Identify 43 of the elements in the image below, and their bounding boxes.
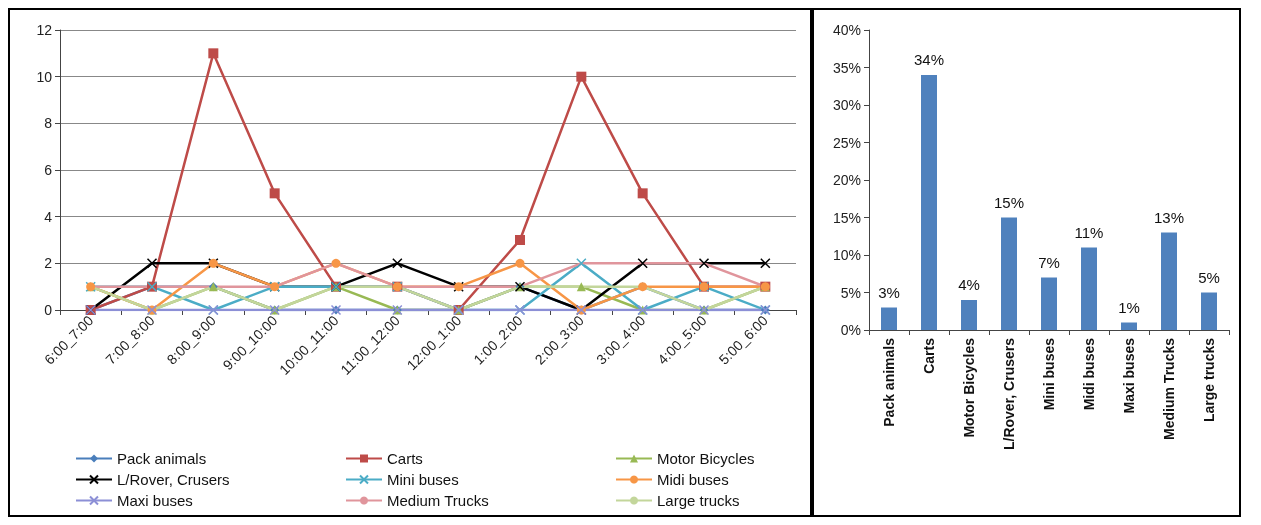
x-tick-label: Carts xyxy=(921,337,937,374)
x-tick-label: Maxi buses xyxy=(1121,337,1137,414)
legend-label: Mini buses xyxy=(387,471,459,488)
y-tick-label: 10% xyxy=(832,247,861,263)
legend-label: Maxi buses xyxy=(117,492,193,509)
y-tick-label: 2 xyxy=(44,255,53,272)
y-tick-label: 0 xyxy=(44,302,53,318)
legend-label: Large trucks xyxy=(657,492,740,509)
data-label: 1% xyxy=(1118,298,1140,316)
y-tick-label: 40% xyxy=(832,22,861,38)
x-tick-label: Pack animals xyxy=(881,337,897,427)
legend-label: Motor Bicycles xyxy=(657,450,755,467)
x-tick-label: Mini buses xyxy=(1041,337,1057,411)
data-label: 13% xyxy=(1153,208,1185,226)
y-tick-label: 25% xyxy=(832,134,861,151)
x-tick-label: L/Rover, Crusers xyxy=(1001,337,1017,451)
legend-label: Medium Trucks xyxy=(387,492,489,509)
x-tick-label: Medium Trucks xyxy=(1161,337,1177,440)
y-tick-label: 0% xyxy=(840,322,861,338)
x-tick-label: Motor Bicycles xyxy=(961,337,977,438)
data-label: 11% xyxy=(1074,223,1104,241)
y-tick-label: 5% xyxy=(840,284,861,301)
y-tick-label: 8 xyxy=(44,115,53,132)
y-tick-label: 35% xyxy=(832,59,861,76)
x-tick-label: Large trucks xyxy=(1201,337,1217,423)
x-tick-label: Midi buses xyxy=(1081,337,1097,411)
legend-label: Pack animals xyxy=(117,450,207,467)
legend-label: Carts xyxy=(387,450,423,467)
legend-label: Midi buses xyxy=(657,471,729,488)
legend-label: L/Rover, Crusers xyxy=(117,471,230,488)
y-tick-label: 20% xyxy=(832,172,861,188)
data-label: 4% xyxy=(958,276,980,293)
data-label: 3% xyxy=(878,283,900,301)
data-label: 7% xyxy=(1038,253,1060,271)
y-tick-label: 15% xyxy=(832,209,861,226)
data-label: 15% xyxy=(993,193,1025,211)
y-tick-label: 4 xyxy=(44,208,53,225)
data-label: 5% xyxy=(1198,268,1220,286)
y-tick-label: 12 xyxy=(36,22,53,38)
y-tick-label: 30% xyxy=(832,97,861,113)
y-tick-label: 6 xyxy=(44,162,53,178)
data-label: 34% xyxy=(913,51,945,68)
y-tick-label: 10 xyxy=(36,68,53,85)
